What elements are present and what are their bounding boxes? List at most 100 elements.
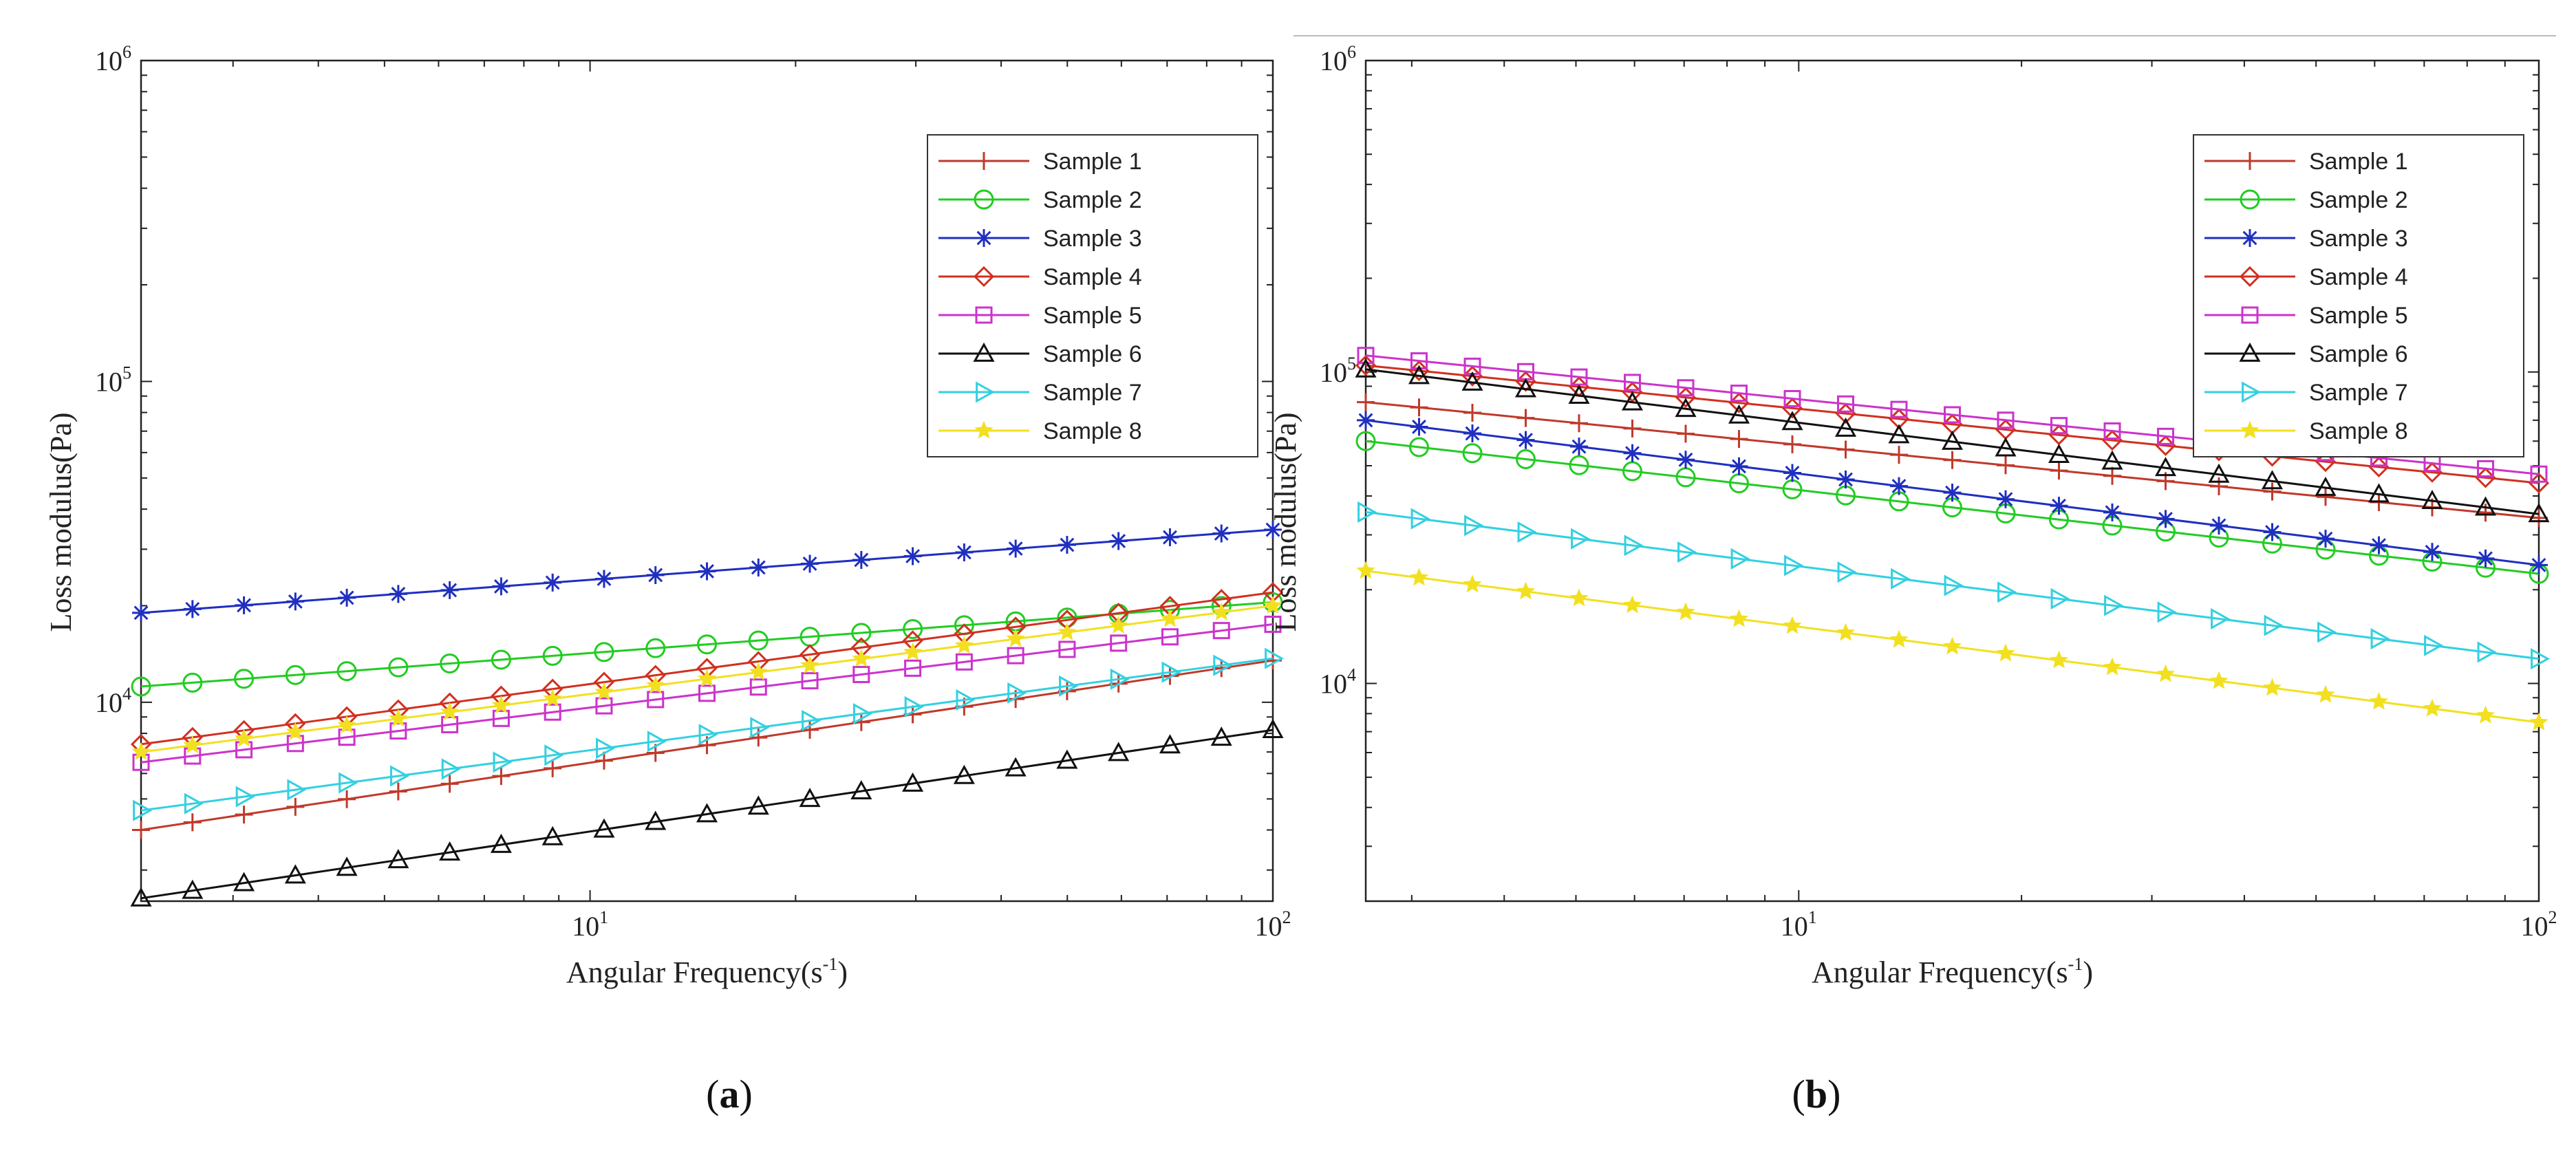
legend-entry-sample-1: Sample 1 xyxy=(938,149,1142,175)
legend-box xyxy=(2193,134,2524,457)
data-point xyxy=(287,779,307,801)
data-point xyxy=(747,795,769,815)
data-point xyxy=(490,833,512,853)
data-point xyxy=(801,672,819,690)
data-point xyxy=(1463,403,1481,422)
data-point xyxy=(132,603,150,622)
data-point xyxy=(1517,521,1537,543)
data-point xyxy=(1942,636,1962,655)
data-point xyxy=(542,645,563,666)
data-point xyxy=(646,676,665,694)
x-tick-label: 102 xyxy=(1255,907,1291,942)
data-point xyxy=(1212,659,1231,678)
data-point xyxy=(904,695,924,718)
data-point xyxy=(697,669,717,687)
data-point xyxy=(2475,467,2496,488)
data-point xyxy=(1677,379,1695,397)
data-point xyxy=(441,715,459,733)
data-point xyxy=(955,653,973,671)
legend-entry-sample-6: Sample 6 xyxy=(938,341,1142,367)
data-point xyxy=(852,702,872,725)
data-point xyxy=(1262,719,1284,738)
series-sample-5 xyxy=(132,616,1282,771)
legend-entry-sample-4: Sample 4 xyxy=(938,264,1142,290)
data-point xyxy=(2157,427,2174,445)
data-point xyxy=(1264,616,1282,634)
data-point xyxy=(1058,640,1076,658)
data-point xyxy=(1997,490,2015,508)
data-point xyxy=(1007,682,1027,704)
legend-label: Sample 6 xyxy=(2309,341,2408,367)
data-point xyxy=(2529,712,2548,731)
data-point xyxy=(2050,462,2068,480)
data-point xyxy=(2368,483,2390,503)
data-point xyxy=(389,765,409,787)
data-point xyxy=(1836,440,1855,459)
data-point xyxy=(1783,435,1801,453)
data-point xyxy=(1410,398,1428,417)
data-point xyxy=(594,642,614,662)
data-point xyxy=(492,577,511,596)
data-point xyxy=(2103,466,2121,485)
legend-marker xyxy=(2241,229,2259,247)
data-point xyxy=(1058,622,1077,640)
data-point xyxy=(1570,438,1588,456)
data-point xyxy=(1730,548,1750,570)
data-point xyxy=(2157,601,2177,623)
data-point xyxy=(440,581,459,599)
data-point xyxy=(2154,457,2177,477)
data-point xyxy=(1007,539,1025,558)
data-point xyxy=(1943,484,1962,502)
legend-label: Sample 8 xyxy=(2309,418,2408,444)
data-point xyxy=(1729,609,1749,627)
data-point xyxy=(2050,497,2068,515)
caption-a: (a) xyxy=(706,1072,753,1116)
data-point xyxy=(1569,455,1589,475)
x-tick-label: 101 xyxy=(572,907,608,942)
data-point xyxy=(1516,581,1536,600)
legend-marker xyxy=(975,152,993,170)
legend-label: Sample 3 xyxy=(1043,226,1142,252)
data-point xyxy=(1463,424,1481,443)
legend-marker xyxy=(973,266,995,288)
data-point xyxy=(594,570,613,588)
data-point xyxy=(1409,568,1429,586)
data-point xyxy=(1622,595,1642,614)
data-point xyxy=(1355,431,1376,451)
data-point xyxy=(1941,430,1964,450)
legend-box xyxy=(927,134,1258,457)
chart-b: 104 105 106 101 102 Angular Frequency(s-1) Los… xyxy=(1269,42,2557,989)
data-point xyxy=(1568,385,1590,404)
data-point xyxy=(1355,358,1377,378)
data-point xyxy=(2156,510,2175,528)
legend-entry-sample-5: Sample 5 xyxy=(938,303,1142,329)
series-line xyxy=(1365,440,2540,575)
data-point xyxy=(2528,503,2550,523)
data-point xyxy=(1783,616,1802,634)
legend-label: Sample 7 xyxy=(2309,380,2408,406)
data-point xyxy=(1995,437,2017,457)
y-tick-label: 104 xyxy=(95,684,131,718)
data-point xyxy=(544,744,564,766)
data-point xyxy=(2104,594,2124,616)
data-point xyxy=(1108,742,1130,762)
legend-label: Sample 6 xyxy=(1043,341,1142,367)
series-sample-7 xyxy=(133,647,1285,821)
data-point xyxy=(2423,543,2441,561)
data-point xyxy=(132,821,150,839)
data-point xyxy=(184,792,204,814)
data-point xyxy=(1890,477,1908,495)
data-point xyxy=(2421,462,2443,483)
data-point xyxy=(2368,456,2390,477)
data-point xyxy=(697,634,717,655)
data-point xyxy=(2424,634,2444,656)
data-point xyxy=(1212,602,1231,620)
data-point xyxy=(1623,419,1642,438)
data-point xyxy=(1837,395,1854,413)
data-point xyxy=(492,709,510,727)
legend-marker xyxy=(974,189,994,210)
legend-marker xyxy=(2239,266,2261,288)
data-point xyxy=(748,630,769,651)
data-point xyxy=(491,695,511,714)
series-sample-8 xyxy=(1356,561,2548,731)
